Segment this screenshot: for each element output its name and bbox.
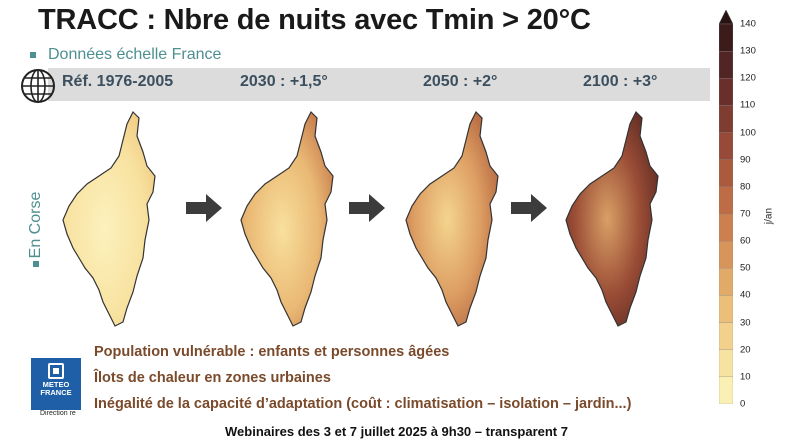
legend-unit-text: j/an	[763, 207, 775, 225]
side-bullet-icon	[33, 261, 39, 267]
meteo-france-logo: METEO FRANCE	[31, 358, 81, 410]
legend-tick-label: 80	[740, 181, 751, 193]
logo-line2: FRANCE	[40, 388, 72, 397]
meteo-france-mark-icon	[48, 363, 64, 379]
legend-swatch	[719, 132, 733, 160]
legend-swatch	[719, 268, 733, 296]
arrow-right-icon	[349, 194, 385, 222]
legend-tick-label: 70	[740, 208, 751, 220]
legend-tick-label: 120	[740, 72, 756, 84]
impact-item: Îlots de chaleur en zones urbaines	[94, 370, 331, 386]
legend-tick-label: 140	[740, 18, 756, 30]
arrow-right-icon	[511, 194, 547, 222]
legend-swatch	[719, 295, 733, 323]
subtitle-text: Données échelle France	[48, 46, 222, 63]
legend-tick-label: 50	[740, 262, 751, 274]
legend-tick-label: 130	[740, 45, 756, 57]
legend-tick-label: 60	[740, 235, 751, 247]
map-corsica-reference	[62, 110, 156, 327]
period-2030-label: 2030 : +1,5°	[240, 73, 328, 90]
side-label-text: En Corse	[27, 191, 44, 259]
subtitle: Données échelle France	[30, 46, 221, 64]
legend-swatch	[719, 23, 733, 52]
legend-tick-label: 30	[740, 317, 751, 329]
arrow-right-icon	[186, 194, 222, 222]
page-title: TRACC : Nbre de nuits avec Tmin > 20°C	[38, 4, 591, 36]
legend-swatch	[719, 186, 733, 215]
logo-line1: METEO	[42, 380, 70, 389]
impact-item: Population vulnérable : enfants et perso…	[94, 344, 450, 360]
legend-swatch	[719, 105, 733, 133]
globe-icon	[21, 69, 55, 103]
map-corsica-2100	[565, 110, 659, 327]
legend-tick-label: 10	[740, 371, 751, 383]
legend-tick-label: 100	[740, 127, 756, 139]
legend-swatch	[719, 50, 733, 79]
period-2100-label: 2100 : +3°	[583, 73, 658, 90]
map-corsica-2050	[405, 110, 499, 327]
map-corsica-2030	[240, 110, 334, 327]
side-label: En Corse	[14, 180, 58, 270]
legend-colorbar	[719, 10, 733, 404]
legend-swatch	[719, 240, 733, 269]
bullet-icon	[30, 52, 36, 58]
period-ref-label: Réf. 1976-2005	[62, 73, 174, 90]
impact-item: Inégalité de la capacité d’adaptation (c…	[94, 396, 632, 412]
legend-swatch	[719, 349, 733, 378]
legend-tick-label: 90	[740, 154, 751, 166]
legend-swatch	[719, 376, 733, 404]
legend-tick-label: 20	[740, 344, 751, 356]
legend-swatch	[719, 322, 733, 350]
impacts-list: Population vulnérable : enfants et perso…	[94, 344, 631, 422]
legend-swatch	[719, 213, 733, 242]
legend-unit: j/an	[758, 206, 780, 226]
legend-swatch	[719, 159, 733, 188]
period-2050-label: 2050 : +2°	[423, 73, 498, 90]
legend-arrow	[719, 10, 733, 25]
legend-swatch	[719, 78, 733, 106]
legend-tick-label: 40	[740, 289, 751, 301]
footer-text: Webinaires des 3 et 7 juillet 2025 à 9h3…	[225, 424, 568, 439]
period-header-band	[48, 68, 710, 101]
legend-tick-label: 0	[740, 398, 746, 410]
logo-caption: Direction re	[40, 410, 76, 417]
legend-tick-label: 110	[740, 99, 756, 111]
